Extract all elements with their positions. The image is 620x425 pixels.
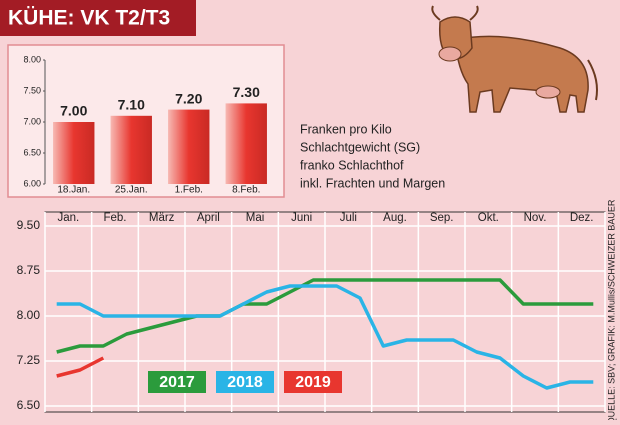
note-line: inkl. Frachten und Margen [300, 176, 445, 190]
legend-swatch [148, 371, 206, 393]
x-tick-label: Juni [291, 212, 312, 224]
title-bar [0, 0, 196, 36]
x-tick-label: Mai [246, 212, 265, 224]
x-tick-label: 8.Feb. [232, 185, 260, 196]
x-tick-label: Juli [340, 212, 357, 224]
x-tick-label: Nov. [524, 212, 547, 224]
x-tick-label: 1.Feb. [175, 185, 203, 196]
series-line [56, 356, 105, 378]
y-tick-label: 8.00 [17, 308, 41, 322]
note-line: franko Schlachthof [300, 158, 404, 172]
value-label: 7.00 [60, 103, 87, 119]
bar [110, 115, 152, 184]
x-tick-label: Sep. [430, 212, 454, 224]
legend-label: 2019 [295, 374, 331, 391]
note-line: Schlachtgewicht (SG) [300, 140, 420, 154]
bar [53, 122, 95, 184]
source-note: QUELLE: SBV; GRAFIK: M.Mullis/SCHWEIZER … [606, 199, 616, 420]
y-tick-label: 7.00 [23, 116, 41, 126]
x-tick-label: 25.Jan. [115, 185, 148, 196]
x-tick-label: April [197, 212, 220, 224]
x-tick-label: Feb. [103, 212, 126, 224]
value-label: 7.30 [233, 84, 260, 100]
value-label: 7.20 [175, 90, 202, 106]
title: KÜHE: VK T2/T3 [8, 7, 170, 30]
bar [225, 103, 267, 184]
y-tick-label: 8.00 [23, 54, 41, 64]
x-tick-label: Dez. [570, 212, 594, 224]
x-tick-label: März [149, 212, 175, 224]
y-tick-label: 7.25 [17, 353, 41, 367]
x-tick-label: Okt. [478, 212, 499, 224]
bar [168, 109, 210, 184]
y-tick-label: 6.50 [23, 147, 41, 157]
y-tick-label: 9.50 [17, 218, 41, 232]
y-tick-label: 8.75 [17, 263, 41, 277]
value-label: 7.10 [118, 97, 145, 113]
y-tick-label: 6.50 [17, 398, 41, 412]
x-tick-label: Jan. [57, 212, 79, 224]
legend-label: 2017 [159, 374, 195, 391]
cow-illustration [431, 5, 598, 113]
note-line: Franken pro Kilo [300, 122, 392, 136]
legend-swatch [216, 371, 274, 393]
x-tick-label: 18.Jan. [57, 185, 90, 196]
x-tick-label: Aug. [383, 212, 407, 224]
series-line [56, 278, 594, 354]
series-line [56, 284, 594, 390]
y-tick-label: 6.00 [23, 178, 41, 188]
legend-swatch [284, 371, 342, 393]
legend-label: 2018 [227, 374, 263, 391]
y-tick-label: 7.50 [23, 85, 41, 95]
